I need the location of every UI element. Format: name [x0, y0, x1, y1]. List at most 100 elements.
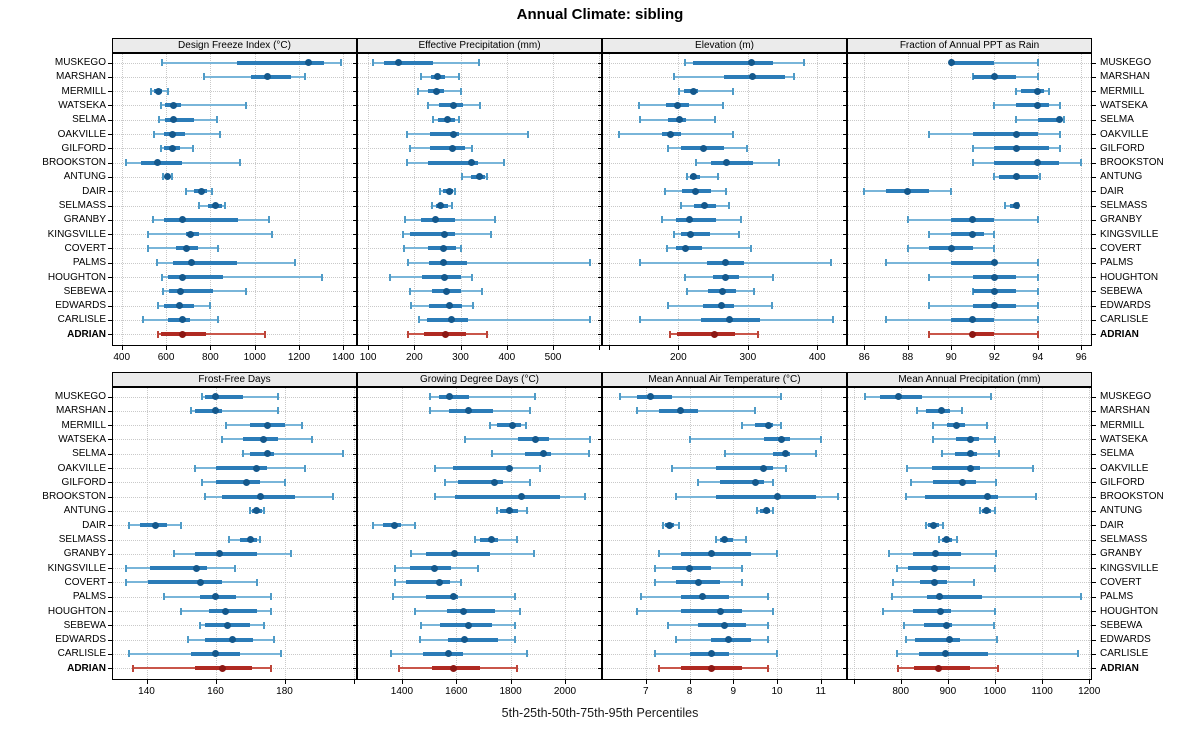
- median-dot: [539, 450, 547, 458]
- category-tick: [1092, 134, 1096, 135]
- whisker-cap-5th: [461, 173, 464, 181]
- gridline-horizontal: [358, 277, 601, 278]
- gridline-vertical: [510, 388, 512, 679]
- whisker-cap-95th: [995, 636, 998, 644]
- iqr-bar-25th-75th: [406, 580, 450, 585]
- category-label-right: GILFORD: [1100, 476, 1145, 488]
- median-dot: [170, 116, 178, 124]
- median-dot: [667, 130, 675, 138]
- category-tick: [843, 553, 847, 555]
- x-axis-tick: [506, 346, 508, 350]
- median-dot: [224, 621, 232, 629]
- x-axis-tick-label: 88: [902, 352, 914, 363]
- gridline-vertical: [414, 54, 416, 345]
- gridline-vertical: [951, 54, 953, 345]
- panel-strip-title: Growing Degree Days (°C): [419, 374, 540, 385]
- panel-frame: [112, 387, 357, 680]
- category-tick: [108, 453, 112, 455]
- x-axis-tick: [553, 346, 554, 350]
- category-tick: [353, 653, 357, 655]
- iqr-bar-25th-75th: [409, 232, 455, 237]
- panel-strip: Frost-Free Days: [112, 372, 357, 387]
- category-tick: [108, 76, 112, 78]
- median-dot: [169, 144, 177, 152]
- panel-strip: Effective Precipitation (mm): [357, 38, 602, 53]
- whisker-cap-5th: [909, 478, 912, 486]
- whisker-cap-95th: [721, 101, 724, 109]
- whisker-cap-5th: [618, 130, 621, 138]
- whisker-cap-95th: [995, 550, 998, 558]
- median-dot: [966, 464, 974, 472]
- whisker-cap-95th: [1032, 464, 1035, 472]
- category-tick: [1092, 496, 1096, 498]
- median-dot: [707, 650, 715, 658]
- category-tick: [108, 319, 112, 321]
- x-axis-tick-label: 1000: [243, 352, 266, 363]
- whisker-cap-95th: [728, 202, 730, 209]
- category-label-right: GRANBY: [1100, 214, 1143, 226]
- category-tick: [598, 205, 602, 207]
- gridline-vertical: [853, 388, 855, 679]
- whisker-cap-95th: [478, 59, 480, 66]
- whisker-cap-5th: [863, 187, 866, 195]
- whisker-cap-95th: [532, 550, 535, 558]
- whisker-cap-5th: [249, 507, 251, 515]
- median-dot: [675, 116, 683, 124]
- iqr-bar-25th-75th: [772, 451, 791, 456]
- iqr-bar-25th-75th: [913, 609, 951, 613]
- category-tick: [353, 191, 357, 193]
- category-tick: [598, 262, 602, 264]
- whisker-cap-95th: [209, 302, 212, 310]
- category-tick: [1092, 76, 1096, 78]
- whisker-cap-5th: [906, 244, 909, 252]
- whisker-cap-95th: [1080, 159, 1083, 167]
- category-tick: [1092, 539, 1096, 541]
- median-dot: [505, 464, 513, 472]
- whisker-cap-95th: [233, 564, 236, 572]
- whisker-cap-95th: [217, 316, 220, 324]
- category-tick: [598, 639, 602, 641]
- median-dot: [699, 593, 707, 601]
- whisker-cap-95th: [750, 244, 753, 252]
- gridline-horizontal: [848, 148, 1091, 150]
- gridline-horizontal: [358, 305, 601, 307]
- median-dot: [436, 578, 444, 586]
- whisker-cap-5th: [683, 59, 686, 66]
- gridline-horizontal: [603, 510, 846, 512]
- median-dot: [930, 521, 938, 529]
- whisker-cap-95th: [776, 650, 778, 658]
- gridline-horizontal: [113, 510, 356, 512]
- median-dot: [722, 259, 729, 267]
- x-axis-tick: [215, 680, 217, 684]
- whisker-cap-5th: [636, 607, 638, 615]
- category-label-left: KINGSVILLE: [47, 228, 106, 240]
- category-tick: [598, 62, 602, 64]
- panel-strip-title: Mean Annual Air Temperature (°C): [648, 374, 801, 385]
- whisker-cap-95th: [460, 578, 463, 586]
- median-dot: [969, 230, 977, 238]
- iqr-bar-25th-75th: [163, 217, 238, 222]
- median-dot: [749, 73, 757, 81]
- whisker-cap-5th: [662, 521, 665, 529]
- whisker-cap-95th: [993, 564, 996, 572]
- iqr-bar-25th-75th: [972, 332, 995, 337]
- gridline-horizontal: [113, 248, 356, 250]
- category-tick: [353, 234, 357, 236]
- category-tick: [108, 439, 112, 441]
- whisker-cap-5th: [242, 450, 245, 458]
- category-tick: [843, 234, 847, 236]
- panel-strip: Growing Degree Days (°C): [357, 372, 602, 387]
- whisker-cap-95th: [180, 521, 182, 529]
- category-tick: [598, 410, 602, 412]
- x-axis-tick-label: 92: [988, 352, 1000, 363]
- whisker-cap-5th: [417, 316, 420, 324]
- category-tick: [598, 234, 602, 236]
- category-tick: [108, 396, 112, 398]
- iqr-bar-25th-75th: [236, 60, 325, 65]
- category-label-right: HOUGHTON: [1100, 605, 1159, 617]
- category-tick: [598, 148, 602, 150]
- whisker-cap-5th: [979, 507, 982, 515]
- whisker-cap-5th: [151, 216, 154, 224]
- whisker-cap-5th: [141, 316, 144, 324]
- iqr-bar-25th-75th: [454, 494, 561, 499]
